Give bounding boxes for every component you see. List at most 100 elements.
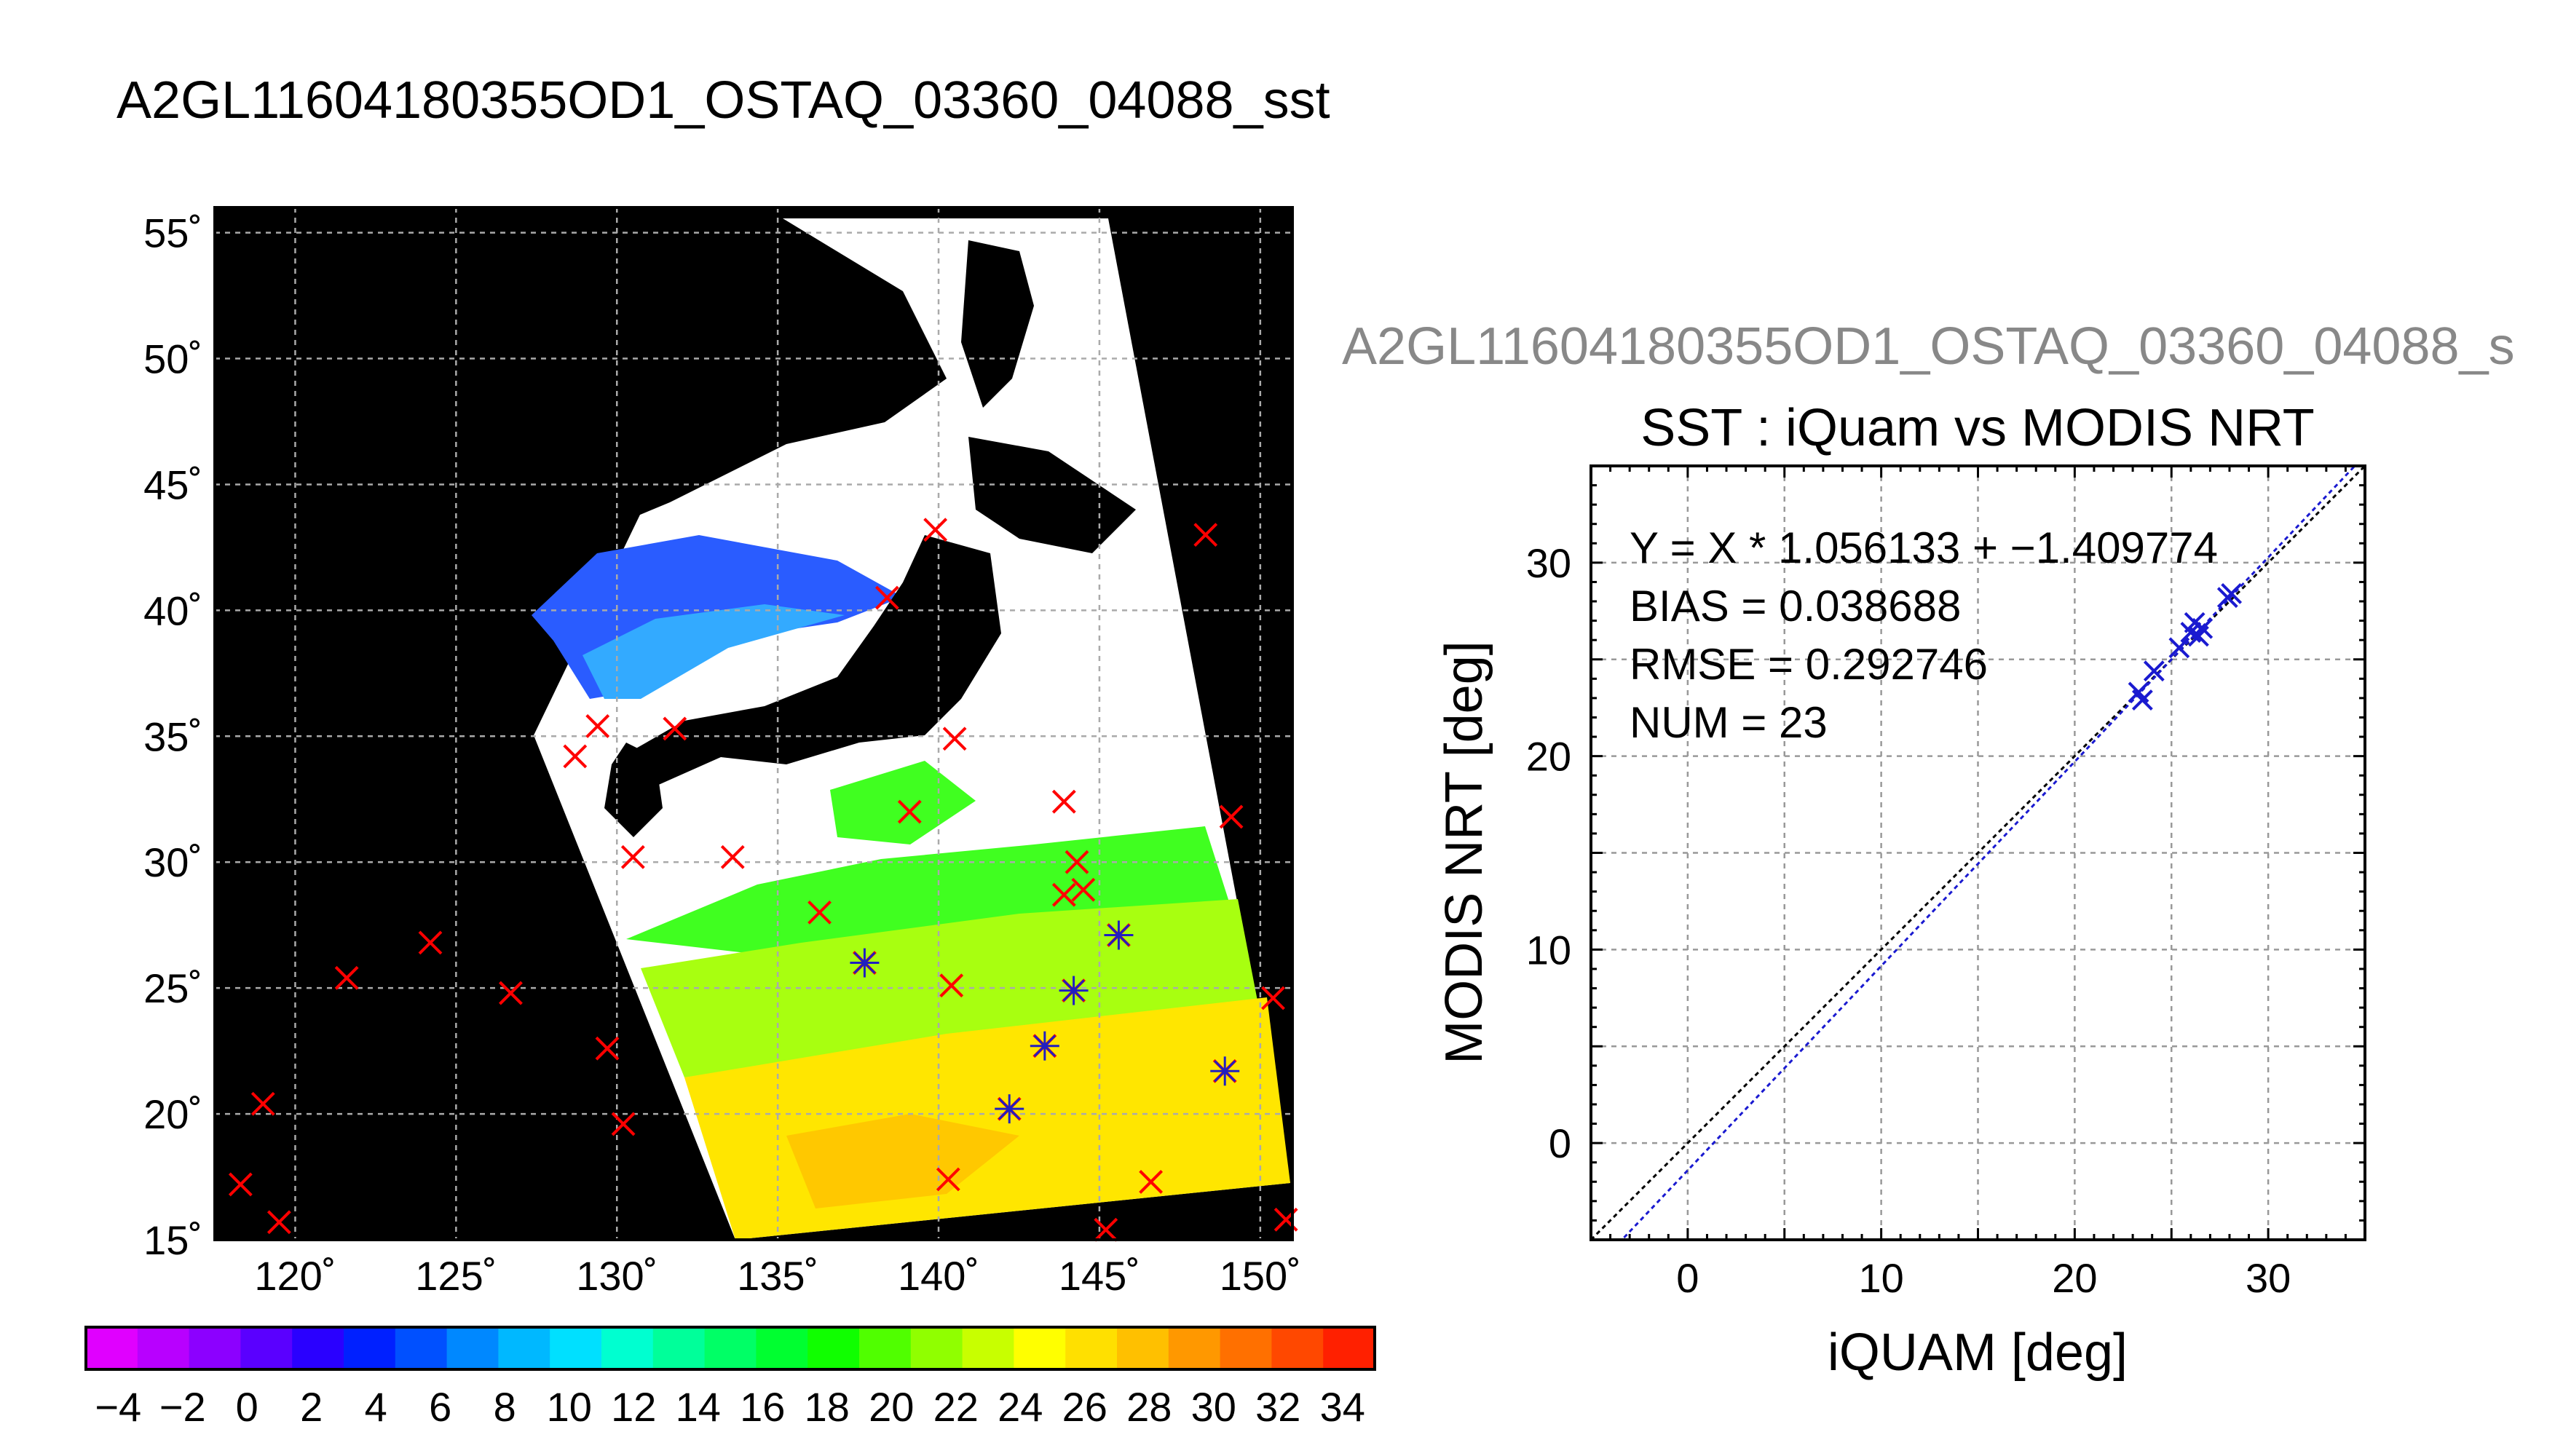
scatter-y-tick-label: 0: [1549, 1120, 1571, 1166]
buoy-marker: [563, 744, 588, 769]
scatter-ticks: 0 10 20 30 0 10 20 30: [1526, 464, 2366, 1301]
buoy-marker: [1219, 804, 1244, 829]
colorbar-tick-label: 16: [740, 1384, 785, 1430]
map-x-tick-label: 120˚: [254, 1253, 336, 1299]
map-y-tick-label: 20˚: [143, 1091, 202, 1137]
map-x-tick-label: 150˚: [1220, 1253, 1301, 1299]
colorbar-cell: [652, 1327, 706, 1369]
buoy-marker: [939, 973, 964, 998]
colorbar-tick-label: 6: [429, 1384, 451, 1430]
scatter-x-tick-label: 30: [2246, 1255, 2291, 1301]
land-asia: [215, 207, 947, 633]
colorbar-cell: [498, 1327, 550, 1369]
map-x-tick-label: 135˚: [737, 1253, 818, 1299]
buoy-marker: [620, 844, 645, 869]
scatter-point: [2188, 625, 2209, 647]
colorbar-tick-label: 28: [1126, 1384, 1172, 1430]
map-x-tick-label: 140˚: [898, 1253, 979, 1299]
buoy-marker: [720, 844, 745, 869]
colorbar-cell: [240, 1327, 293, 1369]
colorbar-cell: [1220, 1327, 1273, 1369]
stat-fit-equation: Y = X * 1.056133 + −1.409774: [1630, 523, 2218, 572]
matched-buoy-marker: [1104, 920, 1134, 950]
buoy-marker: [923, 518, 948, 542]
map-y-tick-label: 40˚: [143, 587, 202, 633]
colorbar-cell: [910, 1327, 963, 1369]
scatter-point: [2143, 660, 2165, 682]
scatter-y-tick-label: 30: [1526, 540, 1571, 586]
colorbar-cell: [704, 1327, 757, 1369]
colorbar-tick-label: 24: [998, 1384, 1043, 1430]
colorbar-tick-label: 10: [547, 1384, 592, 1430]
scatter-subtitle: A2GL11604180355OD1_OSTAQ_03360_04088_s: [1342, 317, 2515, 376]
sst-patch-orange: [786, 1114, 1019, 1208]
scatter-y-tick-label: 20: [1526, 734, 1571, 780]
buoy-marker: [418, 930, 443, 955]
map-y-tick-label: 15˚: [143, 1217, 202, 1263]
colorbar-tick-label: 14: [676, 1384, 721, 1430]
colorbar-cell: [1168, 1327, 1221, 1369]
buoy-marker: [1065, 850, 1089, 874]
map-x-tick-label: 130˚: [576, 1253, 657, 1299]
colorbar-frame: [84, 1326, 1376, 1371]
scatter-title: SST : iQuam vs MODIS NRT: [1640, 399, 2315, 457]
colorbar-tick-label: 26: [1062, 1384, 1107, 1430]
buoy-marker: [936, 1167, 960, 1192]
colorbar-cell: [292, 1327, 344, 1369]
colorbar-tick-label: 2: [300, 1384, 323, 1430]
matched-buoy-marker: [995, 1094, 1024, 1124]
colorbar-cell: [859, 1327, 912, 1369]
map-x-tick-label: 125˚: [415, 1253, 497, 1299]
colorbar-cell: [550, 1327, 602, 1369]
colorbar-tick-label: −2: [159, 1384, 206, 1430]
colorbar-tick-label: 8: [494, 1384, 516, 1430]
colorbar-cells: [86, 1327, 1375, 1369]
buoy-marker: [250, 1091, 275, 1116]
colorbar-cell: [1065, 1327, 1118, 1369]
stat-num: NUM = 23: [1630, 698, 1828, 747]
colorbar-cell: [86, 1327, 138, 1369]
regression-line: [1620, 466, 2357, 1240]
map-y-tick-label: 25˚: [143, 965, 202, 1011]
colorbar-cell: [446, 1327, 499, 1369]
colorbar-tick-label: 32: [1255, 1384, 1300, 1430]
colorbar-cell: [756, 1327, 808, 1369]
colorbar-cell: [395, 1327, 448, 1369]
x-axis-label: iQUAM [deg]: [1828, 1324, 2128, 1382]
land-hokkaido: [968, 437, 1136, 553]
scatter-points: [2128, 582, 2243, 711]
buoy-marker: [1261, 986, 1285, 1010]
scatter-panel: A2GL11604180355OD1_OSTAQ_03360_04088_s S…: [1342, 317, 2515, 1382]
figure-title: A2GL11604180355OD1_OSTAQ_03360_04088_sst: [117, 71, 1330, 130]
stat-rmse: RMSE = 0.292746: [1630, 640, 1988, 689]
map-y-tick-label: 35˚: [143, 713, 202, 759]
scatter-x-tick-label: 0: [1676, 1255, 1699, 1301]
colorbar-tick-label: 4: [365, 1384, 387, 1430]
colorbar-cell: [1271, 1327, 1324, 1369]
map-markers: [228, 518, 1298, 1242]
colorbar-tick-label: 18: [805, 1384, 850, 1430]
land-honshu: [633, 535, 1001, 786]
scatter-grid: [1591, 466, 2365, 1240]
colorbar-cell: [962, 1327, 1015, 1369]
colorbar-tick-label: 22: [933, 1384, 979, 1430]
scatter-point: [2131, 689, 2153, 711]
colorbar-cell: [189, 1327, 242, 1369]
buoy-marker: [1051, 789, 1076, 814]
scatter-x-tick-label: 10: [1858, 1255, 1903, 1301]
buoy-marker: [874, 585, 899, 610]
map-panel: 120˚ 125˚ 130˚ 135˚ 140˚ 145˚ 150˚ 15˚ 20˚ 25˚ 30˚…: [143, 206, 1301, 1299]
stat-bias: BIAS = 0.038688: [1630, 582, 1961, 630]
map-y-tick-label: 55˚: [143, 210, 202, 256]
map-x-tick-label: 145˚: [1059, 1253, 1140, 1299]
colorbar: −4 −2 0 2 4 6 8 10 12 14 16 18 20 22 24 26 28 30 32 34: [84, 1326, 1376, 1430]
buoy-marker: [1094, 1217, 1118, 1242]
y-axis-label: MODIS NRT [deg]: [1435, 641, 1493, 1064]
scatter-y-tick-label: 10: [1526, 927, 1571, 973]
scatter-point: [2168, 637, 2190, 659]
buoy-marker: [1051, 882, 1076, 907]
sst-patch-lightblue: [583, 604, 845, 699]
buoy-marker: [266, 1210, 291, 1235]
land-sakhalin: [961, 240, 1034, 408]
map-tick-labels: 120˚ 125˚ 130˚ 135˚ 140˚ 145˚ 150˚ 15˚ 20˚ 25˚ 30˚…: [143, 210, 1301, 1299]
